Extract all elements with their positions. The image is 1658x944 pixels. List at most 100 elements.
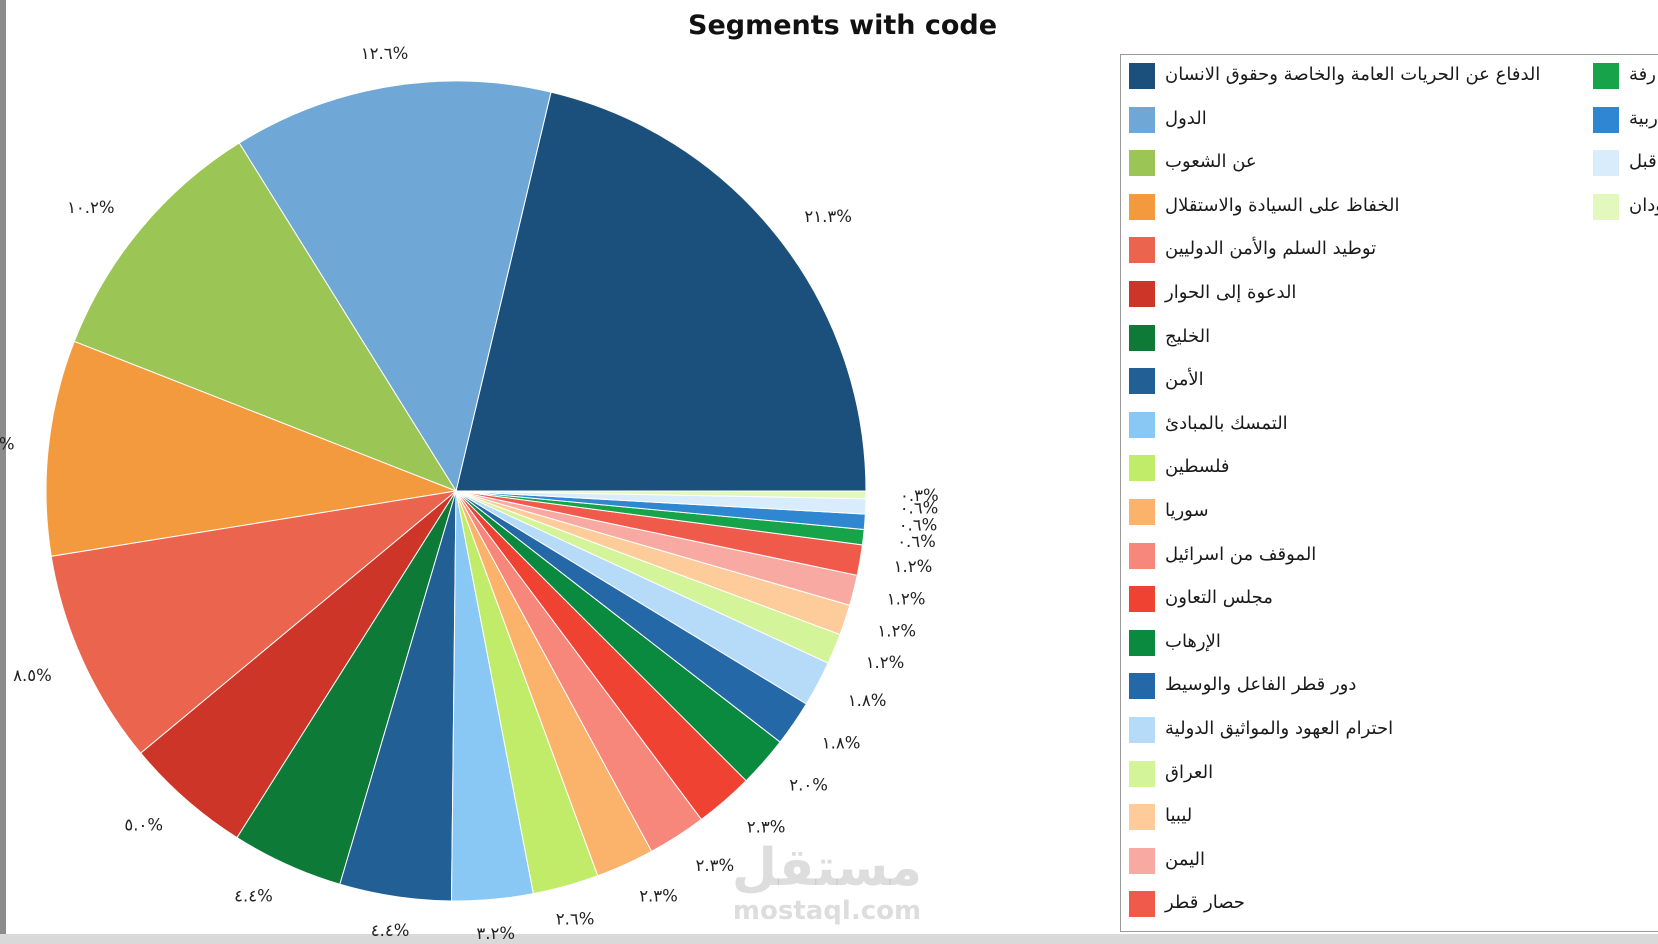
legend-swatch xyxy=(1129,673,1155,700)
legend-swatch xyxy=(1129,847,1155,874)
legend-label: ودان xyxy=(1629,194,1658,216)
legend-item: رفة xyxy=(1591,63,1658,93)
legend-label: دور قطر الفاعل والوسيط xyxy=(1165,674,1357,696)
legend-label: مجلس التعاون xyxy=(1165,587,1273,609)
legend-swatch xyxy=(1129,324,1155,351)
chart-title-area: Segments with code xyxy=(0,10,1658,50)
pie-value-label: ١.٢% xyxy=(866,653,905,672)
legend-label: حصار قطر xyxy=(1165,892,1245,914)
legend-item: ليبيا xyxy=(1127,804,1577,834)
legend-label: الإرهاب xyxy=(1165,630,1221,652)
legend-item: دور قطر الفاعل والوسيط xyxy=(1127,673,1577,703)
pie-value-label: ٥.٠% xyxy=(124,816,163,835)
watermark-url-text: mostaql.com xyxy=(732,896,922,926)
pie-slice xyxy=(455,91,867,492)
legend-label: قبل xyxy=(1629,151,1657,173)
pie-value-label: ٢.٣% xyxy=(639,887,678,906)
legend-label: سوريا xyxy=(1165,500,1209,521)
legend-swatch xyxy=(1129,106,1155,133)
legend-swatch xyxy=(1593,63,1619,89)
chart-legend: الدفاع عن الحريات العامة والخاصة وحقوق ا… xyxy=(1120,54,1658,932)
pie-value-labels: ٢١.٣% ١٢.٦% ١٠.٢% ٨.٥% ٨.٥% ٥.٠% ٤.٤% ٤.٤% ٣.٢% ٢… xyxy=(0,44,939,943)
window-left-border xyxy=(0,0,6,944)
pie-value-label: ٢.٣% xyxy=(747,818,786,837)
pie-value-label: ١٢.٦% xyxy=(361,44,409,63)
pie-value-label: ١.٢% xyxy=(887,590,926,609)
legend-item: سوريا xyxy=(1127,499,1577,529)
legend-item: مجلس التعاون xyxy=(1127,586,1577,616)
window-bottom-strip xyxy=(0,934,1658,944)
legend-item: الأمن xyxy=(1127,368,1577,398)
mostaql-watermark: مستقل mostaql.com xyxy=(722,838,932,928)
legend-item: قبل xyxy=(1591,150,1658,180)
pie-slice xyxy=(45,340,458,557)
pie-value-label: ٠.٦% xyxy=(897,532,936,551)
pie-value-label: ٠.٦% xyxy=(899,515,938,534)
legend-label: فلسطين xyxy=(1165,456,1230,478)
pie-slices xyxy=(45,80,867,902)
pie-slice xyxy=(73,142,458,493)
legend-item: الدفاع عن الحريات العامة والخاصة وحقوق ا… xyxy=(1127,63,1577,93)
legend-item: توطيد السلم والأمن الدوليين xyxy=(1127,237,1577,267)
legend-label: اليمن xyxy=(1165,848,1206,870)
legend-item: فلسطين xyxy=(1127,455,1577,485)
legend-swatch xyxy=(1129,499,1155,525)
legend-label: الموقف من اسرائيل xyxy=(1165,543,1317,565)
pie-value-label: ٠.٣% xyxy=(900,486,939,505)
legend-item: الموقف من اسرائيل xyxy=(1127,542,1577,573)
pie-value-label: ١.٢% xyxy=(877,622,916,641)
legend-label: احترام العهود والمواثيق الدولية xyxy=(1165,718,1394,739)
legend-swatch xyxy=(1129,411,1155,438)
legend-swatch xyxy=(1129,281,1155,307)
legend-label: الدول xyxy=(1165,107,1207,129)
legend-item: التمسك بالمبادئ xyxy=(1127,411,1577,442)
pie-value-label: ٢.٠% xyxy=(789,775,828,794)
legend-swatch xyxy=(1129,891,1155,918)
pie-value-label: ١.٨% xyxy=(848,691,887,710)
legend-swatch xyxy=(1129,804,1155,831)
legend-label: عن الشعوب xyxy=(1165,151,1257,173)
legend-item: الدعوة إلى الحوار xyxy=(1127,281,1577,311)
chart-title: Segments with code xyxy=(688,10,998,41)
legend-item: الخليج xyxy=(1127,324,1577,355)
pie-value-label: ١٠.٢% xyxy=(67,198,115,217)
legend-swatch xyxy=(1129,586,1155,613)
legend-label: الأمن xyxy=(1165,369,1204,391)
legend-swatch xyxy=(1129,542,1155,569)
pie-value-label: ٤.٤% xyxy=(371,921,410,940)
legend-label: توطيد السلم والأمن الدوليين xyxy=(1165,238,1377,260)
legend-swatch xyxy=(1129,63,1155,89)
legend-swatch xyxy=(1593,106,1619,133)
pie-value-label: ٨.٥% xyxy=(13,666,52,685)
legend-item: عن الشعوب xyxy=(1127,150,1577,180)
legend-swatch xyxy=(1129,717,1155,743)
pie-slice xyxy=(455,490,867,500)
legend-swatch xyxy=(1129,150,1155,177)
legend-swatch xyxy=(1129,760,1155,787)
legend-label: الخليج xyxy=(1165,325,1211,347)
pie-slice xyxy=(50,490,458,754)
legend-swatch xyxy=(1593,193,1619,220)
legend-swatch xyxy=(1129,629,1155,656)
legend-label: الخفاظ على السيادة والاستقلال xyxy=(1165,194,1400,216)
legend-label: الدفاع عن الحريات العامة والخاصة وحقوق ا… xyxy=(1165,64,1541,85)
pie-value-label: ٢.٦% xyxy=(556,910,595,929)
pie-value-label: ٨.٥% xyxy=(0,435,15,454)
legend-label: رفة xyxy=(1629,64,1656,85)
legend-item: العراق xyxy=(1127,760,1577,791)
legend-item: الدول xyxy=(1127,106,1577,137)
legend-item: الإرهاب xyxy=(1127,629,1577,660)
legend-label: التمسك بالمبادئ xyxy=(1165,412,1288,434)
legend-item: الخفاظ على السيادة والاستقلال xyxy=(1127,193,1577,224)
pie-value-label: ٠.٦% xyxy=(900,499,939,518)
legend-item: احترام العهود والمواثيق الدولية xyxy=(1127,717,1577,747)
legend-swatch xyxy=(1129,193,1155,220)
legend-swatch xyxy=(1129,237,1155,264)
pie-value-label: ١.٢% xyxy=(894,557,933,576)
legend-item: حصار قطر xyxy=(1127,891,1577,921)
legend-label: ليبيا xyxy=(1165,805,1193,827)
legend-label: العراق xyxy=(1165,761,1214,783)
legend-label: ربية xyxy=(1629,107,1658,129)
pie-value-label: ٤.٤% xyxy=(234,887,273,906)
pie-value-label: ٣.٢% xyxy=(476,924,515,943)
